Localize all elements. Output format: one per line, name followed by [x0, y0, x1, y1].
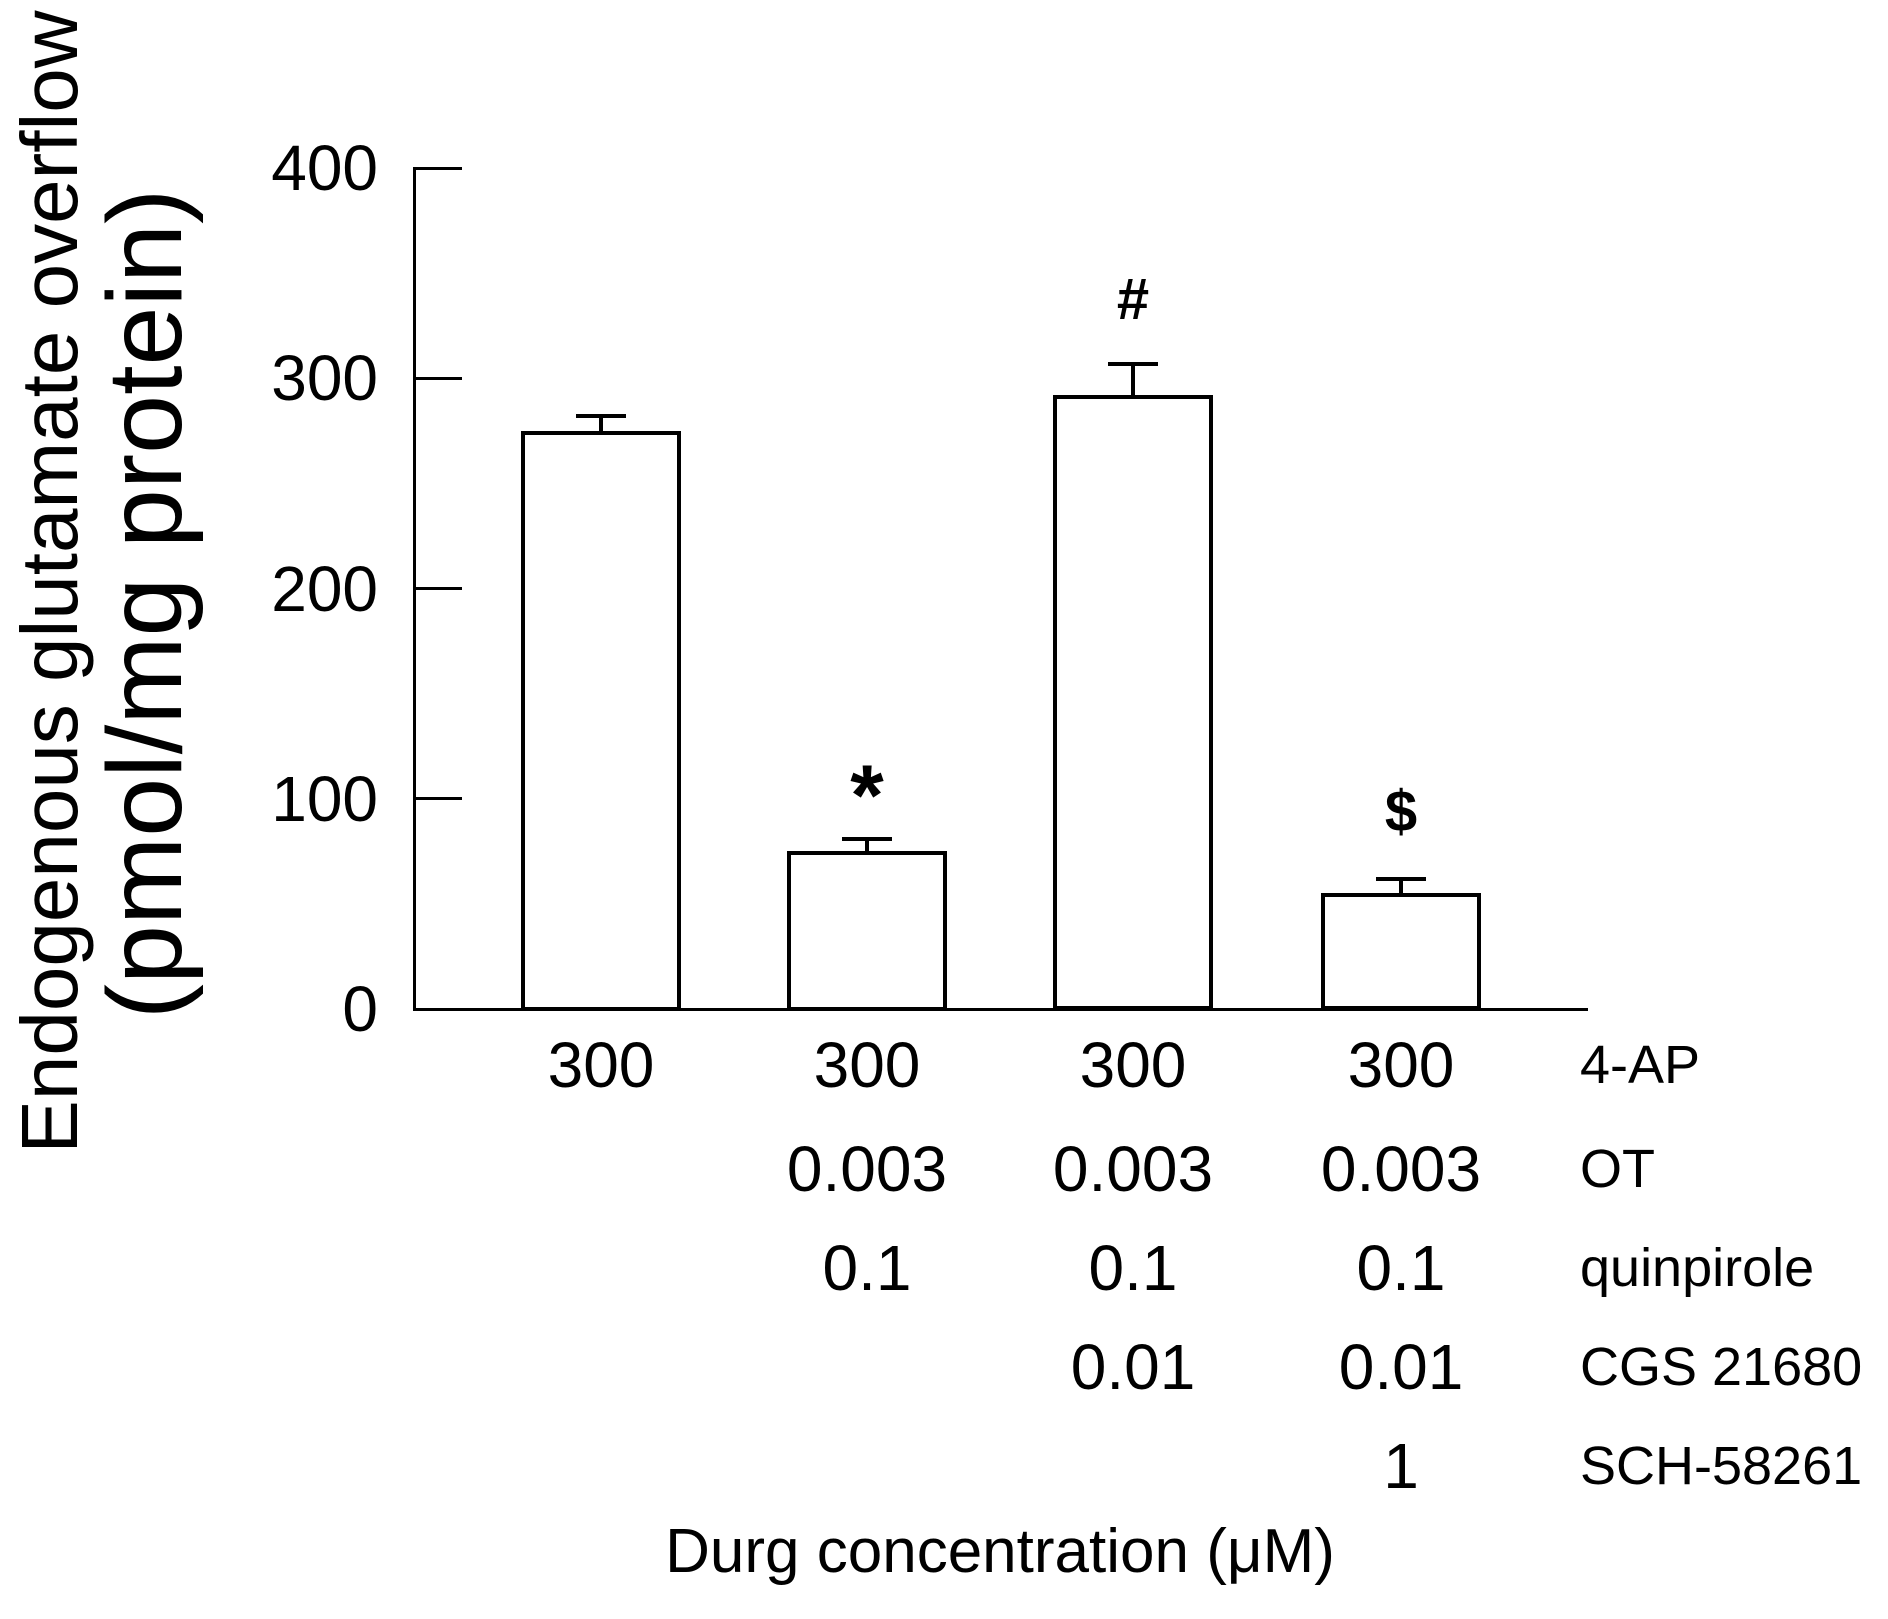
bar [1321, 893, 1481, 1011]
dose-value: 300 [547, 1029, 655, 1101]
error-bar-stem [599, 416, 603, 431]
dose-value: 0.003 [1320, 1133, 1482, 1205]
error-bar-cap [1376, 876, 1426, 881]
drug-name-label: CGS 21680 [1580, 1337, 1863, 1397]
dose-value: 0.003 [786, 1133, 948, 1205]
x-axis-line [413, 1007, 1588, 1011]
error-bar-stem [1131, 363, 1135, 396]
y-axis-title-line1: Endogenous glutamate overflow [5, 10, 94, 1154]
y-axis-title-line2: (pmol/mg protein) [86, 188, 204, 1020]
y-tick-label: 0 [342, 973, 378, 1045]
bar [521, 430, 681, 1011]
error-bar-cap [576, 414, 626, 419]
error-bar-stem [865, 838, 869, 852]
dose-value: 0.1 [822, 1232, 912, 1304]
y-tick-label: 400 [271, 132, 378, 204]
y-tick-label: 300 [271, 342, 378, 415]
y-tick [413, 587, 462, 590]
y-tick [413, 797, 462, 801]
significance-annotation: $ [1384, 779, 1418, 844]
dose-value: 300 [1079, 1029, 1187, 1101]
significance-annotation: * [850, 748, 884, 844]
bar [1053, 395, 1213, 1011]
dose-value: 0.1 [1088, 1232, 1178, 1304]
y-tick-label: 200 [271, 552, 378, 625]
dose-value: 300 [813, 1029, 921, 1101]
y-tick-label: 100 [271, 762, 378, 835]
error-bar-stem [1399, 878, 1403, 894]
x-axis-title: Durg concentration (μM) [665, 1517, 1335, 1586]
error-bar-cap [842, 836, 892, 841]
dose-value: 0.1 [1356, 1232, 1446, 1304]
drug-name-label: quinpirole [1580, 1238, 1815, 1298]
y-tick [413, 376, 462, 380]
bar [787, 851, 947, 1011]
dose-value: 0.01 [1338, 1331, 1464, 1403]
dose-value: 300 [1347, 1029, 1455, 1101]
dose-value: 1 [1383, 1430, 1419, 1502]
error-bar-cap [1108, 361, 1158, 366]
significance-annotation: # [1116, 267, 1150, 332]
dose-value: 0.01 [1070, 1331, 1196, 1403]
drug-name-label: OT [1580, 1139, 1655, 1199]
drug-name-label: SCH-58261 [1580, 1436, 1863, 1496]
dose-value: 0.003 [1052, 1133, 1214, 1205]
drug-name-label: 4-AP [1580, 1035, 1701, 1095]
y-tick [413, 166, 462, 170]
